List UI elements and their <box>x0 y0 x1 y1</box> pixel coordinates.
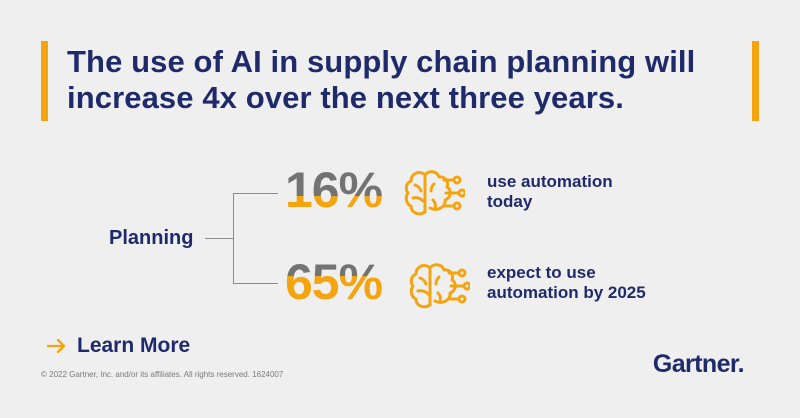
learn-more-link[interactable]: Learn More <box>47 334 190 358</box>
gartner-logo-dot: . <box>737 350 745 378</box>
arrow-right-icon <box>47 338 66 354</box>
tree-connector-bottom <box>233 283 278 284</box>
stat-65-percent: 65% <box>285 254 383 310</box>
right-accent-bar <box>752 41 759 121</box>
stat-16-percent: 16% <box>285 162 383 218</box>
planning-label: Planning <box>109 227 194 249</box>
stat-65-description: expect to use automation by 2025 <box>487 263 646 302</box>
gartner-logo-text: Gartner <box>652 350 738 378</box>
brain-circuit-icon <box>409 263 470 309</box>
tree-connector-top <box>233 193 278 194</box>
learn-more-label: Learn More <box>77 334 191 357</box>
stat-16-description: use automation today <box>487 172 613 211</box>
tree-connector-horizontal-left <box>205 238 233 239</box>
brain-circuit-icon <box>404 170 465 216</box>
left-accent-bar <box>41 41 48 121</box>
headline: The use of AI in supply chain planning w… <box>67 44 696 115</box>
gartner-logo: Gartner. <box>652 350 745 379</box>
tree-connector-vertical <box>233 193 234 283</box>
copyright-text: © 2022 Gartner, Inc. and/or its affiliat… <box>41 370 284 379</box>
